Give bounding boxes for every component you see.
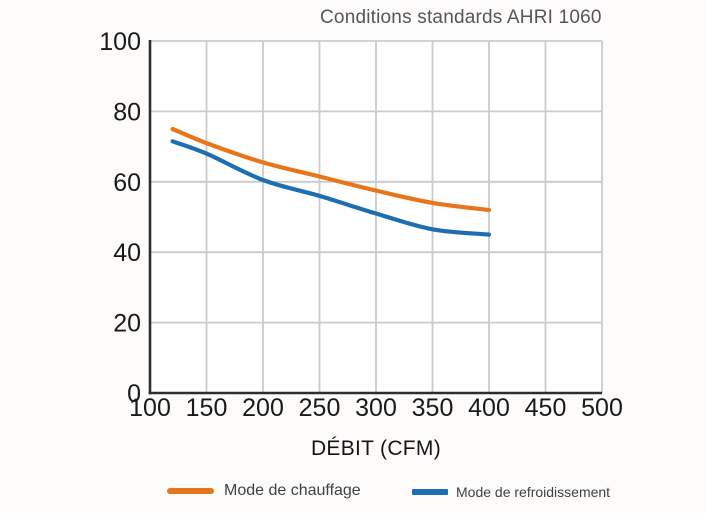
svg-text:450: 450 [525, 394, 567, 422]
legend-item-chauffage: Mode de chauffage [167, 482, 361, 500]
legend-item-refroidissement: Mode de refroidissement [412, 483, 610, 501]
svg-text:40: 40 [113, 239, 141, 267]
chart-title: Conditions standards AHRI 1060 [320, 7, 602, 28]
svg-text:100: 100 [129, 394, 171, 422]
svg-text:250: 250 [299, 394, 341, 422]
svg-text:60: 60 [113, 169, 141, 197]
svg-text:100: 100 [99, 28, 141, 56]
svg-text:20: 20 [113, 310, 141, 338]
svg-text:150: 150 [186, 394, 228, 422]
x-axis-title: DÉBIT (CFM) [310, 437, 442, 460]
legend-swatch-refroidissement-line [412, 489, 448, 495]
legend-label-refroidissement: Mode de refroidissement [456, 484, 611, 500]
svg-text:400: 400 [468, 394, 510, 422]
legend-label-chauffage: Mode de chauffage [224, 482, 361, 499]
svg-text:500: 500 [581, 394, 623, 422]
svg-text:350: 350 [412, 394, 454, 422]
legend-swatch-chauffage-line [167, 488, 214, 494]
svg-text:0: 0 [127, 380, 141, 408]
svg-text:80: 80 [113, 98, 141, 126]
svg-text:300: 300 [355, 394, 397, 422]
svg-text:200: 200 [242, 394, 284, 422]
